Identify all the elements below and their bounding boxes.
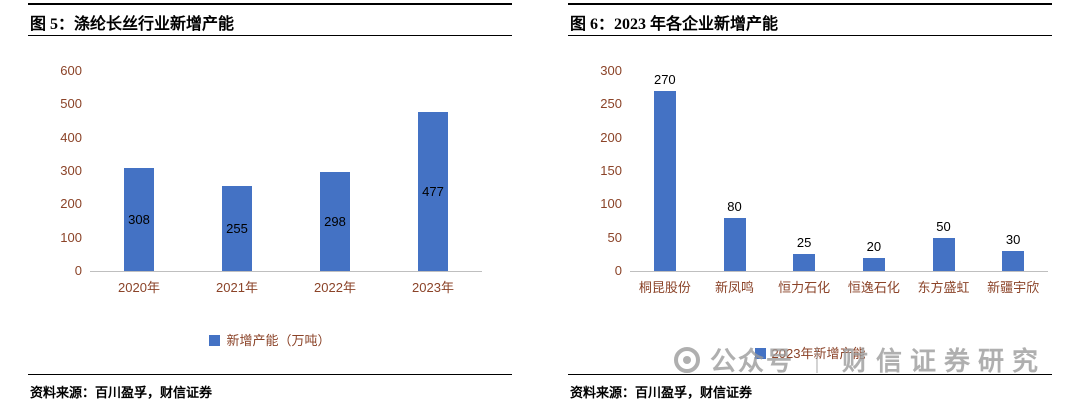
source-divider-rule xyxy=(28,374,512,375)
legend-swatch-icon xyxy=(209,335,221,346)
y-tick-label: 100 xyxy=(600,196,622,212)
x-category-label: 桐昆股份 xyxy=(638,280,691,295)
y-tick-label: 250 xyxy=(600,96,622,112)
watermark: 公众号 ｜ 财信证券研究 xyxy=(674,341,1046,378)
legend-label: 新增产能（万吨） xyxy=(226,333,331,348)
figure-6-title: 图 6：2023 年各企业新增产能 xyxy=(570,16,779,33)
x-category-label: 恒逸石化 xyxy=(847,280,900,295)
x-category-label: 新疆宇欣 xyxy=(987,280,1040,295)
title-underline-rule xyxy=(568,35,1052,36)
title-underline-rule xyxy=(28,35,512,36)
data-label: 30 xyxy=(1005,232,1021,247)
data-label: 308 xyxy=(128,211,150,227)
y-tick-label: 100 xyxy=(60,229,82,245)
panel-top-rule xyxy=(28,3,512,5)
bar-桐昆股份 xyxy=(654,91,676,271)
data-label: 255 xyxy=(226,220,248,236)
figure-5-panel: 图 5：涤纶长丝行业新增产能 0 100 200 300 400 500 600 308 25… xyxy=(28,0,512,414)
x-category-label: 2022年 xyxy=(314,280,356,295)
source-divider-rule xyxy=(568,374,1052,375)
watermark-logo-icon xyxy=(674,346,700,373)
panel-top-rule xyxy=(568,3,1052,5)
x-category-label: 2023年 xyxy=(412,280,454,295)
data-label: 80 xyxy=(727,199,742,214)
plot-area: 308 255 298 477 xyxy=(90,71,482,272)
bar-2021年 xyxy=(222,186,252,271)
x-category-label: 2021年 xyxy=(216,280,258,295)
data-label: 477 xyxy=(422,183,444,199)
watermark-text-left: 公众号 xyxy=(710,346,795,376)
legend-label: 2023年新增产能 xyxy=(771,346,866,361)
y-tick-label: 0 xyxy=(614,263,622,278)
figure-5-title: 图 5：涤纶长丝行业新增产能 xyxy=(30,16,235,33)
x-category-label: 2020年 xyxy=(118,280,160,295)
y-tick-label: 500 xyxy=(60,96,82,112)
x-category-label: 新凤鸣 xyxy=(714,280,755,295)
bar-2022年 xyxy=(320,172,350,271)
y-tick-label: 0 xyxy=(74,263,82,278)
y-tick-label: 200 xyxy=(60,196,82,212)
bar-新疆宇欣 xyxy=(1002,251,1024,271)
bar-恒力石化 xyxy=(793,254,815,271)
legend: 2023年新增产能 xyxy=(568,343,1052,362)
y-tick-label: 400 xyxy=(60,129,82,145)
source-note: 资料来源：百川盈孚，财信证券 xyxy=(30,385,213,400)
bar-恒逸石化 xyxy=(863,258,885,271)
x-axis-labels: 桐昆股份 新凤鸣 恒力石化 恒逸石化 东方盛虹 新疆宇欣 xyxy=(630,280,1048,300)
x-axis-labels: 2020年 2021年 2022年 2023年 xyxy=(90,280,482,300)
x-category-label: 恒力石化 xyxy=(778,280,831,295)
plot-area: 270 80 25 20 50 30 xyxy=(630,71,1048,272)
y-tick-label: 150 xyxy=(600,163,622,178)
y-tick-label: 50 xyxy=(607,229,622,245)
bar-2020年 xyxy=(124,168,154,271)
figure-6-bar-chart: 0 50 100 150 200 250 300 270 80 25 20 50 30 桐昆股份 新凤鸣… xyxy=(568,0,1052,414)
legend: 新增产能（万吨） xyxy=(28,330,512,349)
bar-2023年 xyxy=(418,112,448,271)
watermark-text-right: 财信证券研究 xyxy=(842,346,1047,376)
source-note: 资料来源：百川盈孚，财信证券 xyxy=(570,385,753,400)
data-label: 20 xyxy=(866,239,882,254)
x-category-label: 东方盛虹 xyxy=(917,280,970,295)
bar-新凤鸣 xyxy=(724,218,746,271)
y-tick-label: 300 xyxy=(60,163,82,178)
data-label: 298 xyxy=(324,213,346,229)
y-tick-label: 600 xyxy=(60,63,82,78)
y-tick-label: 200 xyxy=(600,129,622,145)
watermark-separator: ｜ xyxy=(804,346,833,376)
y-axis-tick-labels: 0 50 100 150 200 250 300 xyxy=(568,63,622,278)
y-axis-tick-labels: 0 100 200 300 400 500 600 xyxy=(28,63,82,278)
figure-6-panel: 图 6：2023 年各企业新增产能 0 50 100 150 200 250 300 270… xyxy=(568,0,1052,414)
legend-swatch-icon xyxy=(754,348,766,359)
figure-5-bar-chart: 0 100 200 300 400 500 600 308 255 298 477 2020年 20… xyxy=(28,0,512,414)
data-label: 50 xyxy=(936,219,951,234)
bar-东方盛虹 xyxy=(933,238,955,271)
data-label: 25 xyxy=(796,235,812,250)
data-label: 270 xyxy=(653,72,676,87)
y-tick-label: 300 xyxy=(600,63,622,78)
